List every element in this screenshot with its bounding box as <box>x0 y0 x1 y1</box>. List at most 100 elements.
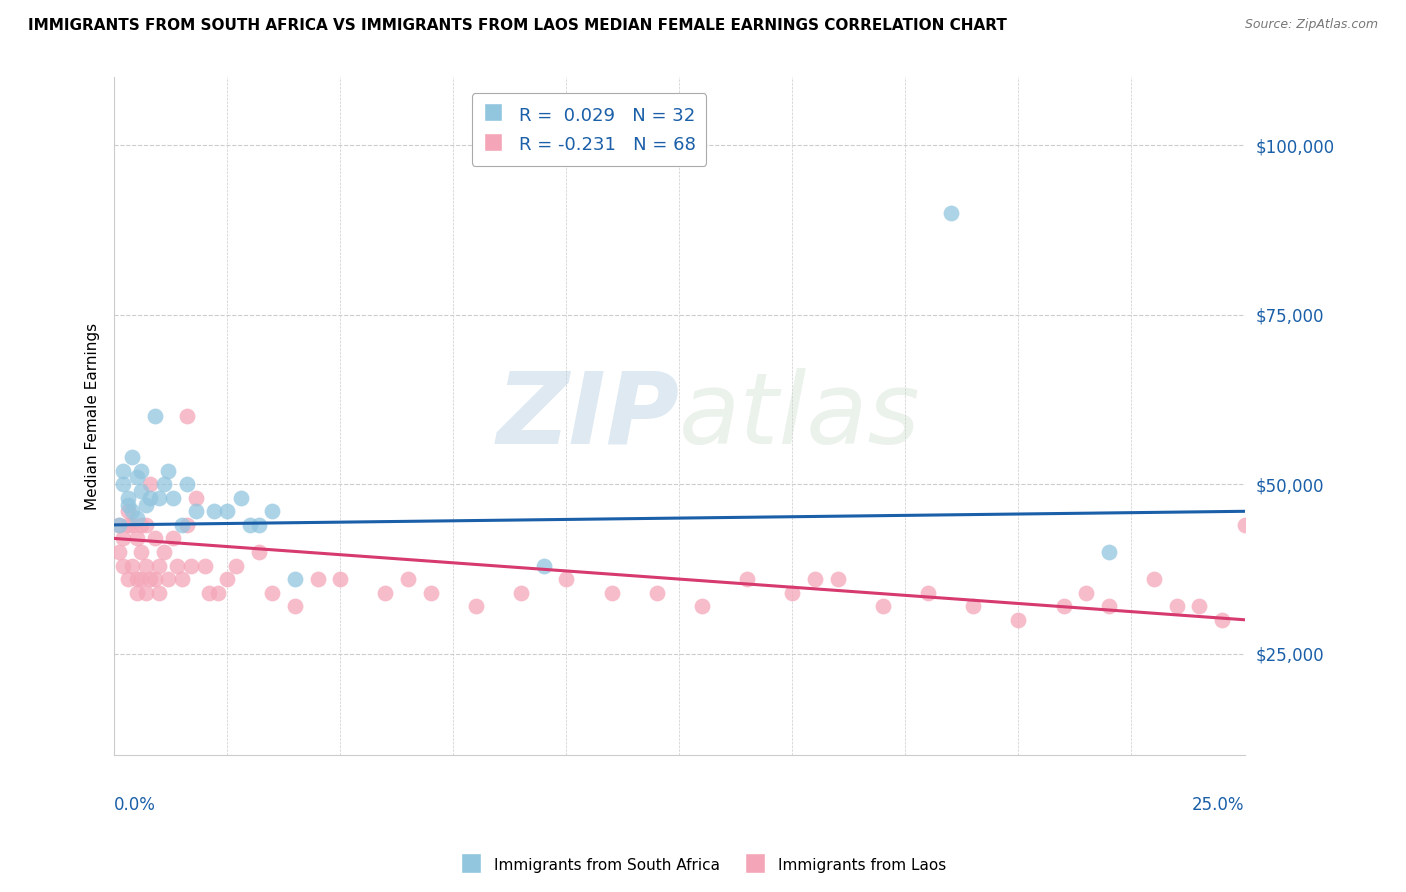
Point <box>139 572 162 586</box>
Text: 25.0%: 25.0% <box>1192 796 1244 814</box>
Point <box>135 585 157 599</box>
Point <box>135 558 157 573</box>
Text: IMMIGRANTS FROM SOUTH AFRICA VS IMMIGRANTS FROM LAOS MEDIAN FEMALE EARNINGS CORR: IMMIGRANTS FROM SOUTH AFRICA VS IMMIGRAN… <box>28 18 1007 33</box>
Point <box>135 498 157 512</box>
Point <box>184 491 207 505</box>
Point <box>202 504 225 518</box>
Point <box>176 477 198 491</box>
Point <box>143 572 166 586</box>
Point <box>176 517 198 532</box>
Point <box>121 450 143 464</box>
Point <box>217 572 239 586</box>
Point <box>153 477 176 491</box>
Point <box>374 585 396 599</box>
Point <box>143 532 166 546</box>
Point <box>112 532 135 546</box>
Point <box>180 558 202 573</box>
Point <box>1053 599 1076 614</box>
Point <box>690 599 713 614</box>
Point <box>329 572 352 586</box>
Point <box>207 585 229 599</box>
Point <box>804 572 827 586</box>
Point <box>125 532 148 546</box>
Point <box>112 477 135 491</box>
Point <box>148 558 170 573</box>
Point <box>262 585 284 599</box>
Point <box>153 545 176 559</box>
Point <box>962 599 984 614</box>
Point <box>148 491 170 505</box>
Point <box>600 585 623 599</box>
Point <box>247 545 270 559</box>
Point <box>1143 572 1166 586</box>
Point <box>131 572 153 586</box>
Point <box>112 464 135 478</box>
Point <box>148 585 170 599</box>
Point <box>117 517 139 532</box>
Point <box>284 572 307 586</box>
Point <box>555 572 578 586</box>
Point <box>307 572 329 586</box>
Point <box>1007 613 1029 627</box>
Point <box>121 504 143 518</box>
Point <box>117 498 139 512</box>
Point <box>143 409 166 424</box>
Point <box>176 409 198 424</box>
Point <box>284 599 307 614</box>
Point <box>131 483 153 498</box>
Point <box>510 585 533 599</box>
Point <box>1188 599 1211 614</box>
Point <box>166 558 188 573</box>
Point <box>1233 517 1256 532</box>
Point <box>533 558 555 573</box>
Point <box>782 585 804 599</box>
Point <box>117 572 139 586</box>
Point <box>939 206 962 220</box>
Point <box>1211 613 1233 627</box>
Point <box>645 585 668 599</box>
Point <box>262 504 284 518</box>
Text: ZIP: ZIP <box>496 368 679 465</box>
Point <box>157 464 180 478</box>
Point <box>1098 545 1121 559</box>
Point <box>1098 599 1121 614</box>
Point <box>121 517 143 532</box>
Point <box>107 517 129 532</box>
Point <box>872 599 894 614</box>
Point <box>419 585 441 599</box>
Point <box>121 558 143 573</box>
Point <box>917 585 939 599</box>
Point <box>1166 599 1188 614</box>
Point <box>170 517 193 532</box>
Point <box>162 491 184 505</box>
Point <box>1053 3 1076 17</box>
Point <box>1076 585 1098 599</box>
Point <box>139 477 162 491</box>
Point <box>464 599 486 614</box>
Point <box>125 470 148 484</box>
Point <box>131 545 153 559</box>
Point <box>198 585 221 599</box>
Y-axis label: Median Female Earnings: Median Female Earnings <box>86 323 100 510</box>
Point <box>157 572 180 586</box>
Legend: R =  0.029   N = 32, R = -0.231   N = 68: R = 0.029 N = 32, R = -0.231 N = 68 <box>471 94 706 166</box>
Text: Source: ZipAtlas.com: Source: ZipAtlas.com <box>1244 18 1378 31</box>
Point <box>170 572 193 586</box>
Point <box>217 504 239 518</box>
Point <box>194 558 217 573</box>
Point <box>131 517 153 532</box>
Point <box>229 491 252 505</box>
Point <box>396 572 419 586</box>
Legend: Immigrants from South Africa, Immigrants from Laos: Immigrants from South Africa, Immigrants… <box>453 850 953 880</box>
Point <box>112 558 135 573</box>
Point <box>827 572 849 586</box>
Point <box>125 572 148 586</box>
Point <box>735 572 758 586</box>
Point <box>225 558 247 573</box>
Point <box>162 532 184 546</box>
Point <box>135 517 157 532</box>
Point <box>239 517 262 532</box>
Point <box>107 517 129 532</box>
Text: 0.0%: 0.0% <box>114 796 156 814</box>
Point <box>184 504 207 518</box>
